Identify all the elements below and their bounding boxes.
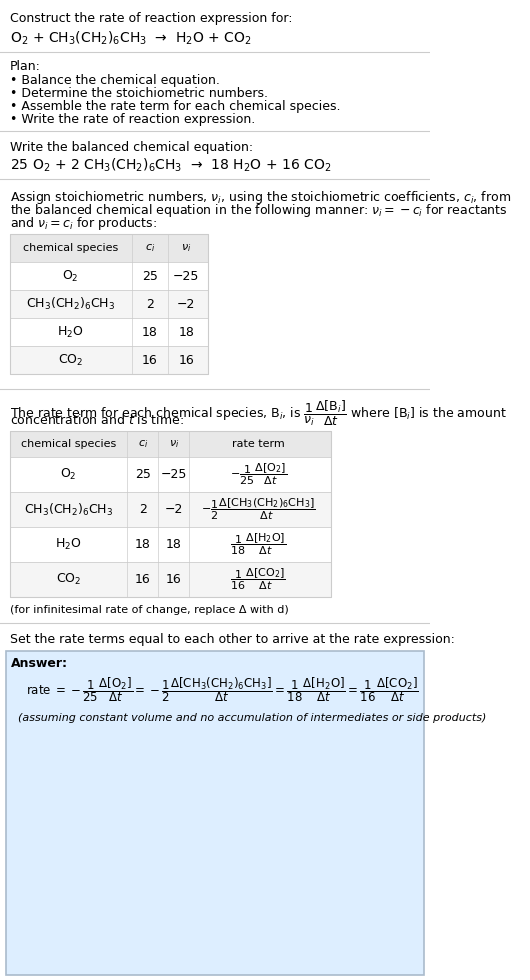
Text: and $\nu_i = c_i$ for products:: and $\nu_i = c_i$ for products: [10, 215, 157, 232]
FancyBboxPatch shape [6, 651, 424, 975]
FancyBboxPatch shape [10, 431, 331, 457]
Text: −25: −25 [161, 468, 187, 481]
Text: rate $= -\dfrac{1}{25}\dfrac{\Delta[\mathrm{O_2}]}{\Delta t} = -\dfrac{1}{2}\dfr: rate $= -\dfrac{1}{25}\dfrac{\Delta[\mat… [26, 675, 419, 704]
Text: 18: 18 [135, 538, 151, 551]
FancyBboxPatch shape [10, 262, 208, 290]
Text: CO$_2$: CO$_2$ [56, 572, 81, 587]
Text: 25: 25 [142, 270, 158, 282]
Text: chemical species: chemical species [21, 439, 116, 449]
Text: rate term: rate term [232, 439, 285, 449]
Text: 18: 18 [166, 538, 182, 551]
Text: 25 O$_2$ + 2 CH$_3$(CH$_2$)$_6$CH$_3$  →  18 H$_2$O + 16 CO$_2$: 25 O$_2$ + 2 CH$_3$(CH$_2$)$_6$CH$_3$ → … [10, 157, 331, 174]
Text: The rate term for each chemical species, B$_i$, is $\dfrac{1}{\nu_i}\dfrac{\Delt: The rate term for each chemical species,… [10, 399, 507, 428]
Text: the balanced chemical equation in the following manner: $\nu_i = -c_i$ for react: the balanced chemical equation in the fo… [10, 202, 507, 219]
Text: O$_2$ + CH$_3$(CH$_2$)$_6$CH$_3$  →  H$_2$O + CO$_2$: O$_2$ + CH$_3$(CH$_2$)$_6$CH$_3$ → H$_2$… [10, 30, 252, 47]
Text: $-\dfrac{1}{2}\dfrac{\Delta[\mathrm{CH_3(CH_2)_6CH_3}]}{\Delta t}$: $-\dfrac{1}{2}\dfrac{\Delta[\mathrm{CH_3… [201, 497, 315, 522]
FancyBboxPatch shape [10, 527, 331, 562]
Text: 16: 16 [166, 573, 182, 586]
Text: (for infinitesimal rate of change, replace Δ with d): (for infinitesimal rate of change, repla… [10, 605, 288, 615]
FancyBboxPatch shape [10, 492, 331, 527]
Text: −25: −25 [173, 270, 200, 282]
Text: Construct the rate of reaction expression for:: Construct the rate of reaction expressio… [10, 12, 292, 25]
Text: $c_i$: $c_i$ [138, 438, 148, 450]
Text: O$_2$: O$_2$ [60, 466, 77, 482]
Text: −2: −2 [165, 503, 183, 516]
Text: Answer:: Answer: [11, 657, 68, 670]
Text: 25: 25 [135, 468, 151, 481]
Text: 16: 16 [142, 354, 158, 367]
Text: H$_2$O: H$_2$O [55, 537, 82, 552]
Text: (assuming constant volume and no accumulation of intermediates or side products): (assuming constant volume and no accumul… [18, 713, 486, 723]
Text: 18: 18 [179, 325, 195, 338]
Text: • Determine the stoichiometric numbers.: • Determine the stoichiometric numbers. [10, 87, 268, 100]
Text: 2: 2 [146, 298, 154, 311]
Text: Plan:: Plan: [10, 60, 41, 73]
Text: CO$_2$: CO$_2$ [58, 353, 83, 368]
FancyBboxPatch shape [10, 457, 331, 492]
FancyBboxPatch shape [10, 346, 208, 374]
Text: • Balance the chemical equation.: • Balance the chemical equation. [10, 74, 219, 87]
Text: 2: 2 [139, 503, 147, 516]
FancyBboxPatch shape [10, 290, 208, 318]
Text: $\nu_i$: $\nu_i$ [181, 242, 191, 254]
Text: 16: 16 [135, 573, 151, 586]
Text: Write the balanced chemical equation:: Write the balanced chemical equation: [10, 141, 253, 154]
Text: O$_2$: O$_2$ [63, 269, 79, 283]
Text: $-\dfrac{1}{25}\dfrac{\Delta[\mathrm{O_2}]}{\Delta t}$: $-\dfrac{1}{25}\dfrac{\Delta[\mathrm{O_2… [229, 462, 287, 487]
Text: 16: 16 [179, 354, 194, 367]
Text: $\nu_i$: $\nu_i$ [169, 438, 179, 450]
Text: CH$_3$(CH$_2$)$_6$CH$_3$: CH$_3$(CH$_2$)$_6$CH$_3$ [24, 502, 113, 517]
Text: concentration and $t$ is time:: concentration and $t$ is time: [10, 413, 183, 427]
Text: • Assemble the rate term for each chemical species.: • Assemble the rate term for each chemic… [10, 100, 340, 113]
Text: $\dfrac{1}{16}\dfrac{\Delta[\mathrm{CO_2}]}{\Delta t}$: $\dfrac{1}{16}\dfrac{\Delta[\mathrm{CO_2… [231, 566, 286, 592]
FancyBboxPatch shape [10, 318, 208, 346]
Text: CH$_3$(CH$_2$)$_6$CH$_3$: CH$_3$(CH$_2$)$_6$CH$_3$ [26, 296, 115, 312]
FancyBboxPatch shape [10, 562, 331, 597]
Text: −2: −2 [177, 298, 196, 311]
Text: $c_i$: $c_i$ [145, 242, 155, 254]
Text: $\dfrac{1}{18}\dfrac{\Delta[\mathrm{H_2O}]}{\Delta t}$: $\dfrac{1}{18}\dfrac{\Delta[\mathrm{H_2O… [230, 532, 286, 558]
Text: Assign stoichiometric numbers, $\nu_i$, using the stoichiometric coefficients, $: Assign stoichiometric numbers, $\nu_i$, … [10, 189, 511, 206]
Text: Set the rate terms equal to each other to arrive at the rate expression:: Set the rate terms equal to each other t… [10, 633, 455, 646]
Text: H$_2$O: H$_2$O [57, 324, 84, 339]
Text: • Write the rate of reaction expression.: • Write the rate of reaction expression. [10, 113, 255, 126]
Text: 18: 18 [142, 325, 158, 338]
FancyBboxPatch shape [10, 234, 208, 262]
Text: chemical species: chemical species [23, 243, 118, 253]
